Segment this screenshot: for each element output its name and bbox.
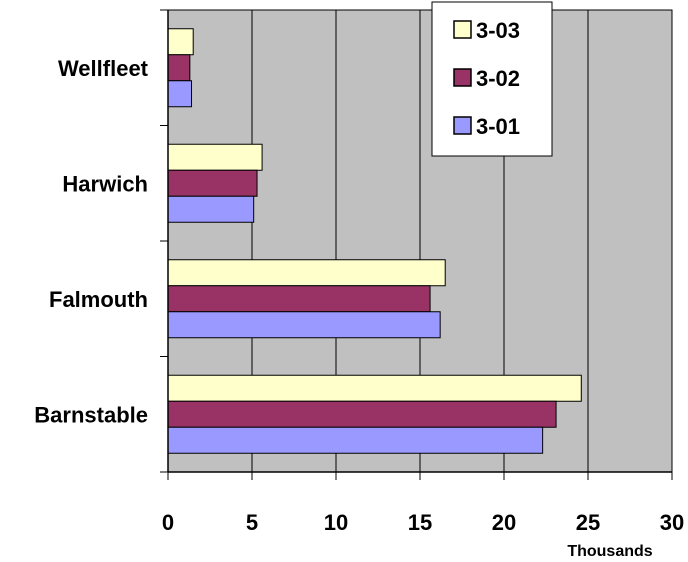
x-axis-unit-label: Thousands — [567, 543, 652, 560]
legend-label: 3-01 — [476, 114, 520, 139]
bar-harwich-3-01 — [167, 195, 255, 223]
category-label: Harwich — [62, 171, 148, 196]
x-tick-labels: 0 5 10 15 20 25 30 — [162, 510, 684, 535]
bar-harwich-3-03 — [167, 143, 263, 171]
bar-wellfleet-3-01 — [167, 80, 193, 108]
x-tick-label: 15 — [408, 510, 432, 535]
x-tick-label: 30 — [660, 510, 684, 535]
legend-label: 3-02 — [476, 66, 520, 91]
legend: 3-03 3-02 3-01 — [431, 1, 553, 157]
bar-barnstable-3-03 — [167, 374, 582, 402]
x-tick-label: 0 — [162, 510, 174, 535]
x-tick-label: 10 — [324, 510, 348, 535]
category-label: Wellfleet — [58, 56, 149, 81]
category-labels: Wellfleet Harwich Falmouth Barnstable — [34, 56, 148, 428]
x-tick-label: 25 — [576, 510, 600, 535]
bar-barnstable-3-01 — [167, 426, 544, 454]
x-tick-label: 20 — [492, 510, 516, 535]
legend-box — [431, 1, 553, 157]
legend-swatch — [453, 20, 472, 39]
bar-falmouth-3-03 — [167, 259, 446, 287]
bar-harwich-3-02 — [167, 169, 258, 197]
legend-label: 3-03 — [476, 18, 520, 43]
bar-falmouth-3-01 — [167, 311, 441, 339]
axes — [160, 9, 673, 480]
bar-barnstable-3-02 — [167, 400, 557, 428]
category-label: Barnstable — [34, 402, 148, 427]
category-label: Falmouth — [49, 287, 148, 312]
bar-wellfleet-3-03 — [167, 28, 194, 56]
bar-falmouth-3-02 — [167, 285, 431, 313]
x-tick-label: 5 — [246, 510, 258, 535]
bar-wellfleet-3-02 — [167, 54, 191, 82]
legend-swatch — [453, 68, 472, 87]
legend-swatch — [453, 116, 472, 135]
